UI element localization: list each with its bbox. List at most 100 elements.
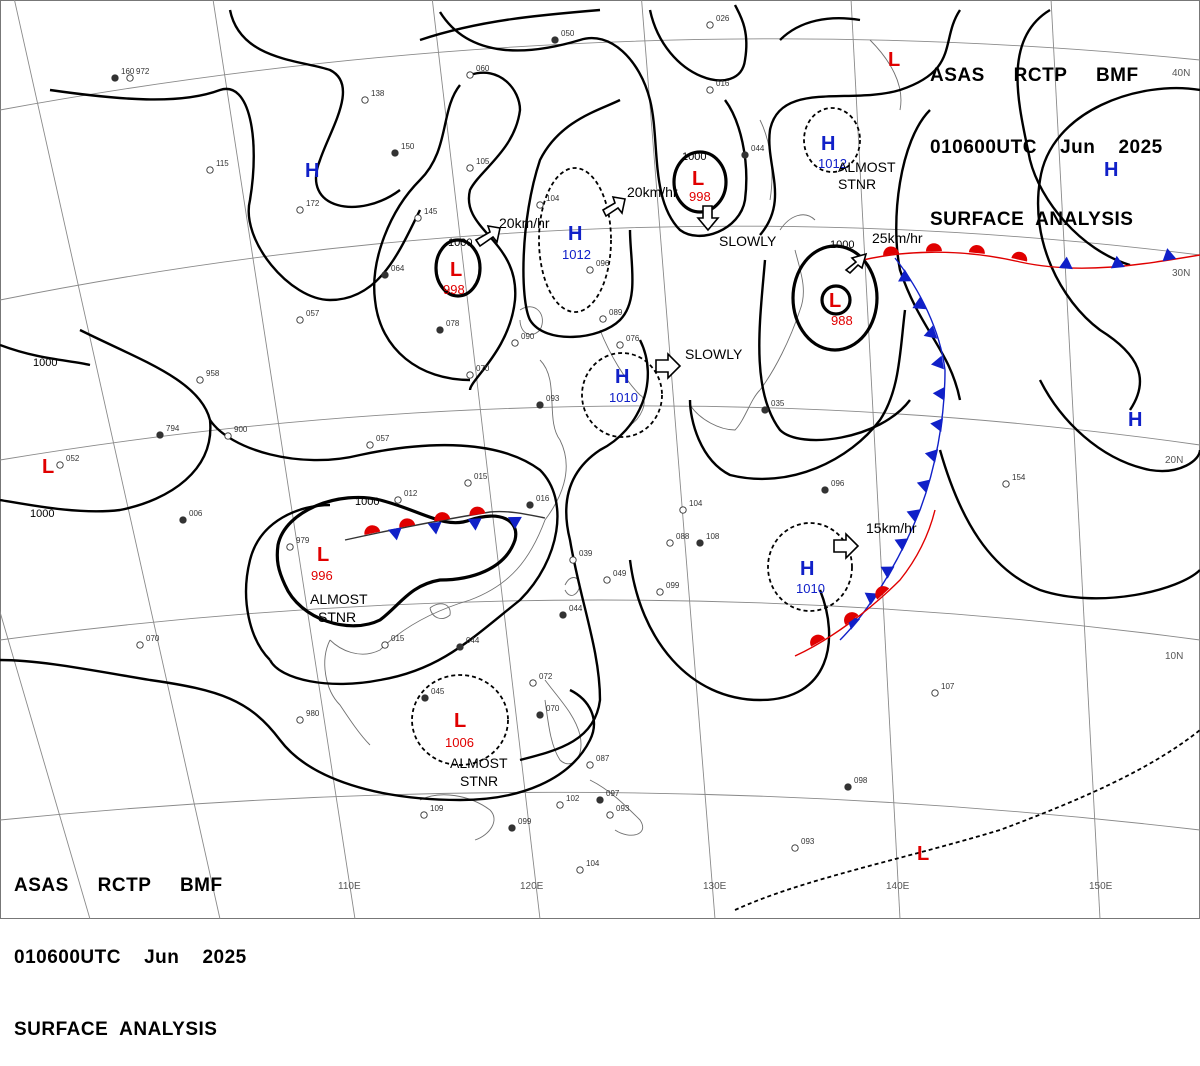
- station-marker: [466, 371, 474, 379]
- station-marker: [706, 86, 714, 94]
- isobar: [244, 503, 331, 661]
- station-marker: [536, 401, 544, 409]
- kamchatka-coast: [869, 39, 902, 111]
- dashed-isobars: [411, 107, 1200, 911]
- station-marker: [529, 679, 537, 687]
- station-value: 052: [66, 454, 80, 463]
- station-value: 070: [476, 364, 490, 373]
- station-marker: [394, 496, 402, 504]
- philippines-south: [589, 779, 643, 836]
- station-value: 016: [536, 494, 550, 503]
- station-value: 160: [121, 67, 135, 76]
- station-value: 026: [716, 14, 730, 23]
- station-marker: [569, 556, 577, 564]
- station-value: 049: [613, 569, 627, 578]
- station-value: 070: [146, 634, 160, 643]
- low-center-value: 996: [311, 568, 333, 583]
- warm-front-symbol: [968, 245, 985, 254]
- station-marker: [844, 783, 852, 791]
- lon-label: 130E: [703, 881, 727, 892]
- meridian-130e: [641, 0, 716, 919]
- isobar: [1036, 86, 1200, 411]
- station-value: 096: [831, 479, 845, 488]
- station-value: 070: [546, 704, 560, 713]
- station-marker: [286, 543, 294, 551]
- station-value: 057: [376, 434, 390, 443]
- high-center-marker: H: [615, 366, 629, 388]
- header-line: ASAS RCTP BMF: [930, 65, 1139, 86]
- station-marker: [436, 326, 444, 334]
- station-value: 105: [476, 157, 490, 166]
- high-center-marker: H: [800, 558, 814, 580]
- cold-front-symbol: [880, 566, 895, 579]
- header-line: 010600UTC Jun 2025: [930, 137, 1163, 158]
- cold-front-symbol: [894, 538, 909, 552]
- station-value: 035: [771, 399, 785, 408]
- motion-arrow: [601, 195, 626, 218]
- dashed-isobar: [538, 167, 612, 313]
- high-center-value: 1012: [818, 156, 847, 171]
- station-marker: [586, 761, 594, 769]
- station-value: 900: [234, 425, 248, 434]
- high-center-marker: H: [1128, 409, 1142, 431]
- station-marker: [466, 164, 474, 172]
- isobar-label: 1000: [30, 508, 54, 520]
- low-center-value: 998: [443, 282, 465, 297]
- station-marker: [596, 796, 604, 804]
- isobar: [758, 259, 911, 442]
- dashed-isobar: [767, 522, 853, 612]
- motion-arrows: [474, 195, 868, 560]
- cold-front-symbol: [916, 479, 931, 493]
- station-value: 093: [801, 837, 815, 846]
- station-value: 089: [609, 308, 623, 317]
- lon-label: 110E: [338, 881, 361, 892]
- station-marker: [126, 74, 134, 82]
- station-value: 090: [521, 332, 535, 341]
- station-marker: [414, 214, 422, 222]
- map-header: ASAS RCTP BMF 010600UTC Jun 2025 SURFACE…: [930, 16, 1163, 256]
- motion-label: 20km/hr: [499, 215, 550, 231]
- station-value: 050: [561, 29, 575, 38]
- isobar-label: 1000: [682, 151, 706, 163]
- cold-front-symbol: [1058, 256, 1073, 270]
- cold-front-symbol: [932, 386, 946, 401]
- station-value: 072: [539, 672, 553, 681]
- station-marker: [666, 539, 674, 547]
- station-marker: [526, 501, 534, 509]
- parallel-10n: [0, 599, 1200, 641]
- station-value: 115: [216, 159, 229, 168]
- state-label: STNR: [460, 773, 498, 789]
- china-coast: [329, 359, 567, 655]
- station-marker: [536, 711, 544, 719]
- station-marker: [420, 811, 428, 819]
- warm-front-symbol: [399, 518, 416, 528]
- low-center-marker: L: [917, 843, 929, 865]
- station-value: 012: [404, 489, 418, 498]
- station-value: 093: [546, 394, 560, 403]
- station-value: 972: [136, 67, 150, 76]
- station-marker: [576, 866, 584, 874]
- station-marker: [1002, 480, 1010, 488]
- station-marker: [821, 486, 829, 494]
- station-marker: [508, 824, 516, 832]
- station-marker: [603, 576, 611, 584]
- motion-label: SLOWLY: [719, 233, 777, 249]
- motion-label: 25km/hr: [872, 230, 923, 246]
- station-value: 015: [391, 634, 405, 643]
- isobar: [522, 98, 634, 339]
- map-footer: ASAS RCTP BMF 010600UTC Jun 2025 SURFACE…: [14, 826, 247, 1066]
- meridian-90e: [0, 610, 91, 919]
- cold-front-symbol: [427, 521, 442, 535]
- low-closed-isobar: [434, 238, 482, 298]
- lon-label: 150E: [1089, 881, 1113, 892]
- station-marker: [536, 201, 544, 209]
- high-center-marker: H: [1104, 159, 1118, 181]
- isobar: [759, 9, 961, 236]
- parallel-20n: [0, 405, 1200, 461]
- station-marker: [511, 339, 519, 347]
- high-center-marker: H: [568, 223, 582, 245]
- motion-label: SLOWLY: [685, 346, 743, 362]
- isobar: [0, 343, 91, 367]
- isobar-label: 1000: [830, 239, 854, 251]
- station-marker: [421, 694, 429, 702]
